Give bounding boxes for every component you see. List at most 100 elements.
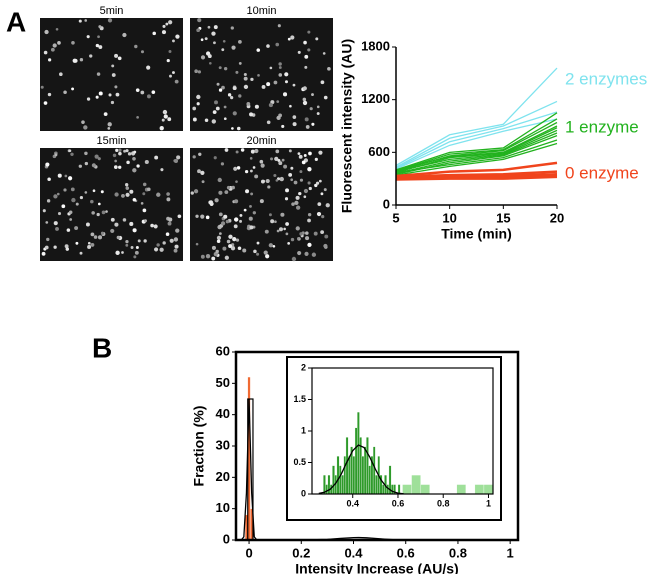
spot [211, 245, 216, 250]
spot [97, 157, 101, 161]
x-tick-label: 20 [550, 210, 564, 225]
micrograph [40, 148, 183, 261]
spot [53, 194, 58, 199]
spot [253, 249, 257, 254]
spot [302, 100, 308, 106]
spot [257, 74, 260, 77]
spot [118, 151, 122, 156]
spot [171, 71, 175, 75]
frame [311, 367, 494, 495]
spot [114, 222, 119, 227]
line [395, 129, 558, 173]
y-axis-title: Fraction (%) [191, 406, 207, 487]
spot [239, 219, 242, 223]
spot [107, 126, 111, 130]
spot [142, 192, 146, 196]
line [395, 112, 558, 171]
spot [200, 214, 205, 219]
spot [61, 204, 66, 209]
spot [292, 83, 296, 87]
bar [474, 484, 485, 495]
spot [291, 256, 297, 262]
spot [91, 163, 96, 168]
spot [125, 186, 130, 190]
spot [265, 178, 270, 184]
bar [341, 474, 344, 495]
spot [207, 54, 212, 59]
spot [311, 252, 317, 257]
spot [272, 244, 276, 248]
spot [307, 212, 312, 217]
spot [111, 73, 116, 77]
spot [174, 244, 179, 249]
spot [53, 221, 58, 226]
spot [143, 219, 147, 223]
spot [222, 246, 227, 251]
y-tick-label: 1 [301, 425, 306, 435]
spot [103, 112, 108, 116]
series-label: 0 enzyme [565, 163, 639, 182]
spot [123, 149, 127, 153]
spot [313, 231, 318, 236]
bar [483, 484, 494, 495]
spot [278, 227, 284, 232]
x-axis-title: Intensity Increase (AU/s) [295, 561, 458, 574]
bar [411, 474, 421, 495]
spot [274, 220, 277, 224]
spot [213, 156, 217, 160]
spot [192, 117, 197, 122]
bar [352, 456, 356, 495]
y-tick-label: 50 [216, 375, 230, 390]
bar [345, 437, 349, 495]
spot [287, 241, 291, 245]
spot [190, 191, 194, 195]
spot [308, 186, 312, 191]
spot [167, 221, 172, 226]
spot [324, 234, 329, 239]
spot [268, 213, 272, 217]
spot [69, 218, 73, 221]
spot [307, 167, 312, 172]
spot [290, 237, 295, 242]
spot [200, 55, 206, 60]
spot [299, 178, 304, 182]
x-tick-label: 0.4 [346, 498, 359, 508]
spot [304, 251, 309, 256]
spot [305, 125, 310, 129]
line [395, 170, 558, 179]
x-tick-label: 0 [245, 545, 252, 560]
spot [301, 160, 306, 165]
spot [113, 165, 118, 169]
spot [305, 236, 310, 241]
spot [200, 254, 205, 259]
spot [288, 173, 293, 177]
spot [261, 179, 265, 184]
series-label: 1 enzyme [565, 117, 639, 136]
spot [87, 245, 92, 249]
spot [323, 243, 328, 249]
spot [159, 247, 164, 252]
spot [234, 199, 239, 204]
spot [165, 232, 170, 236]
spot [296, 205, 301, 210]
spot [303, 188, 309, 194]
spot [74, 226, 79, 231]
y-tick-label: 0 [301, 488, 306, 498]
spot [248, 216, 253, 221]
spot [173, 158, 179, 163]
spot [143, 239, 147, 243]
spot [159, 126, 164, 131]
spot [278, 161, 283, 166]
bar [381, 484, 385, 495]
spot [75, 241, 79, 245]
spot [169, 74, 172, 78]
spot [238, 94, 242, 98]
line [395, 161, 558, 178]
spot [114, 192, 119, 197]
spot [107, 122, 112, 127]
spot [309, 107, 313, 111]
spot [228, 234, 233, 239]
spot [65, 247, 70, 251]
spot [217, 177, 222, 183]
